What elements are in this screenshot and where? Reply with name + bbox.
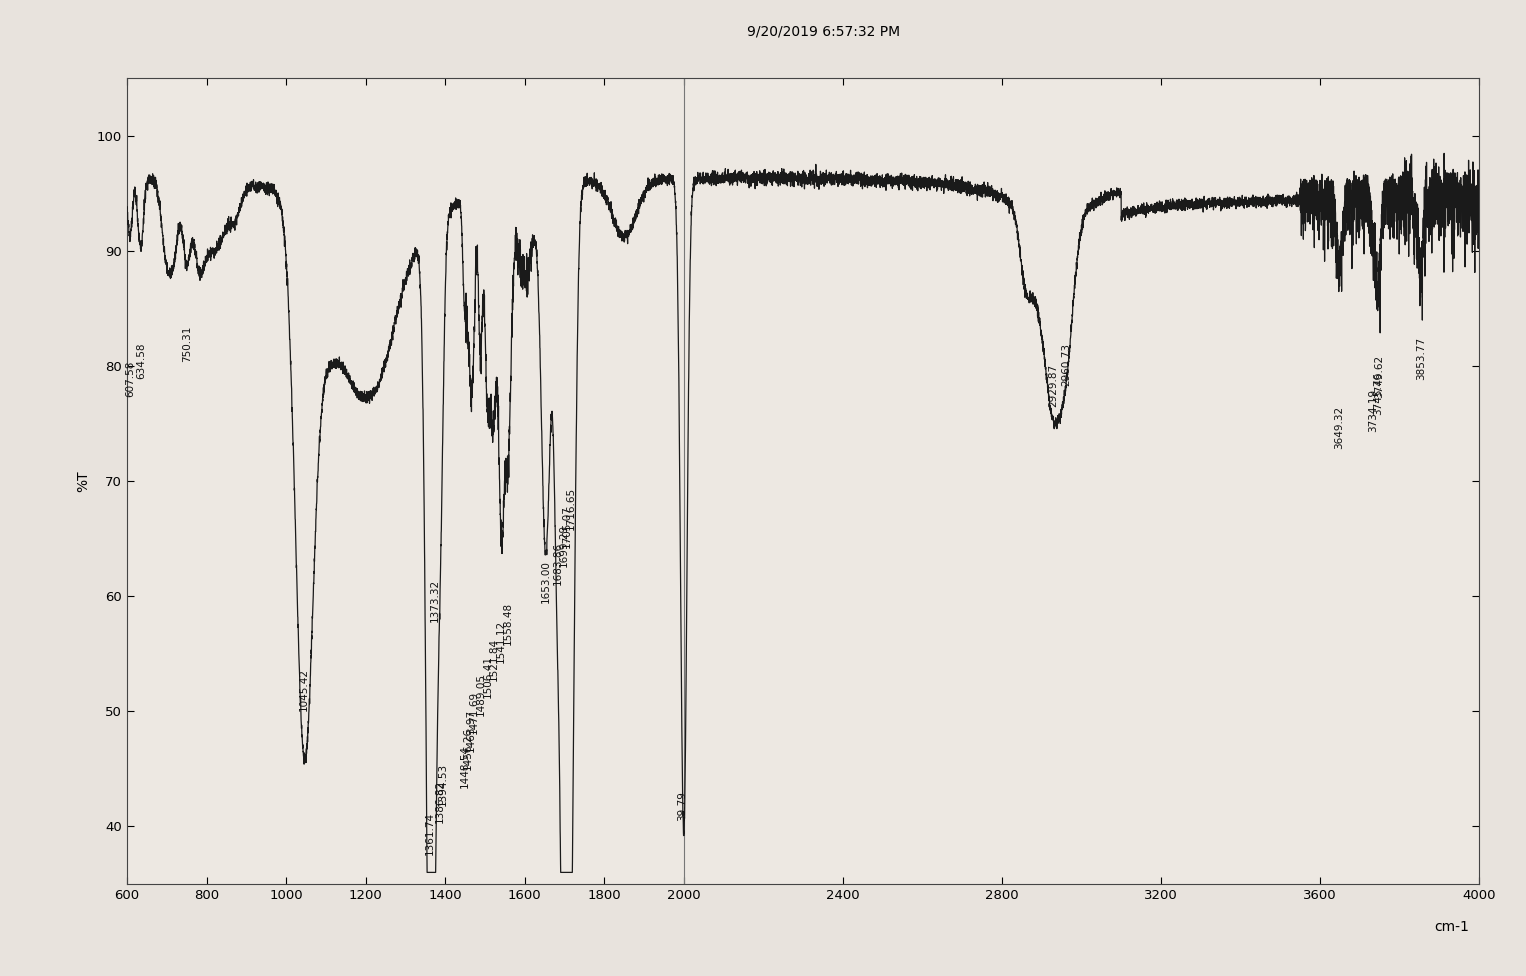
X-axis label: cm-1: cm-1 [1434, 920, 1470, 934]
Text: 1373.32: 1373.32 [430, 579, 439, 622]
Text: 9/20/2019 6:57:32 PM: 9/20/2019 6:57:32 PM [748, 24, 900, 38]
Text: 1699.29: 1699.29 [559, 523, 569, 567]
Text: 1506.41: 1506.41 [482, 656, 493, 699]
Text: 1558.48: 1558.48 [504, 602, 513, 645]
Text: 2960.73: 2960.73 [1061, 343, 1071, 386]
Text: 607.58: 607.58 [125, 360, 136, 396]
Text: 39.79: 39.79 [678, 791, 688, 821]
Text: 1456.26: 1456.26 [462, 727, 473, 770]
Text: 3745.76: 3745.76 [1373, 372, 1383, 415]
Text: 1386.82: 1386.82 [435, 780, 446, 824]
Text: 3853.77: 3853.77 [1416, 337, 1425, 381]
Text: 3649.32: 3649.32 [1335, 406, 1344, 449]
Text: 1463.97: 1463.97 [465, 709, 476, 752]
Text: 1683.86: 1683.86 [552, 542, 563, 586]
Text: 1361.74: 1361.74 [424, 812, 435, 855]
Text: 3749.62: 3749.62 [1375, 354, 1384, 397]
Text: 1489.05: 1489.05 [476, 673, 485, 716]
Text: 750.31: 750.31 [182, 326, 192, 362]
Text: 1716.65: 1716.65 [566, 487, 577, 530]
Text: 1705.07: 1705.07 [562, 506, 572, 549]
Text: 1653.00: 1653.00 [540, 560, 551, 603]
Text: 1045.42: 1045.42 [299, 669, 310, 712]
Text: 1394.53: 1394.53 [438, 762, 449, 805]
Text: 1448.54: 1448.54 [459, 745, 470, 788]
Y-axis label: %T: %T [76, 470, 90, 492]
Text: 1521.84: 1521.84 [488, 637, 499, 680]
Text: 2929.87: 2929.87 [1048, 364, 1059, 407]
Text: 1541.12: 1541.12 [496, 620, 507, 663]
Text: 3734.19: 3734.19 [1369, 389, 1378, 432]
Text: 1471.69: 1471.69 [468, 691, 479, 734]
Text: 634.58: 634.58 [136, 343, 146, 380]
